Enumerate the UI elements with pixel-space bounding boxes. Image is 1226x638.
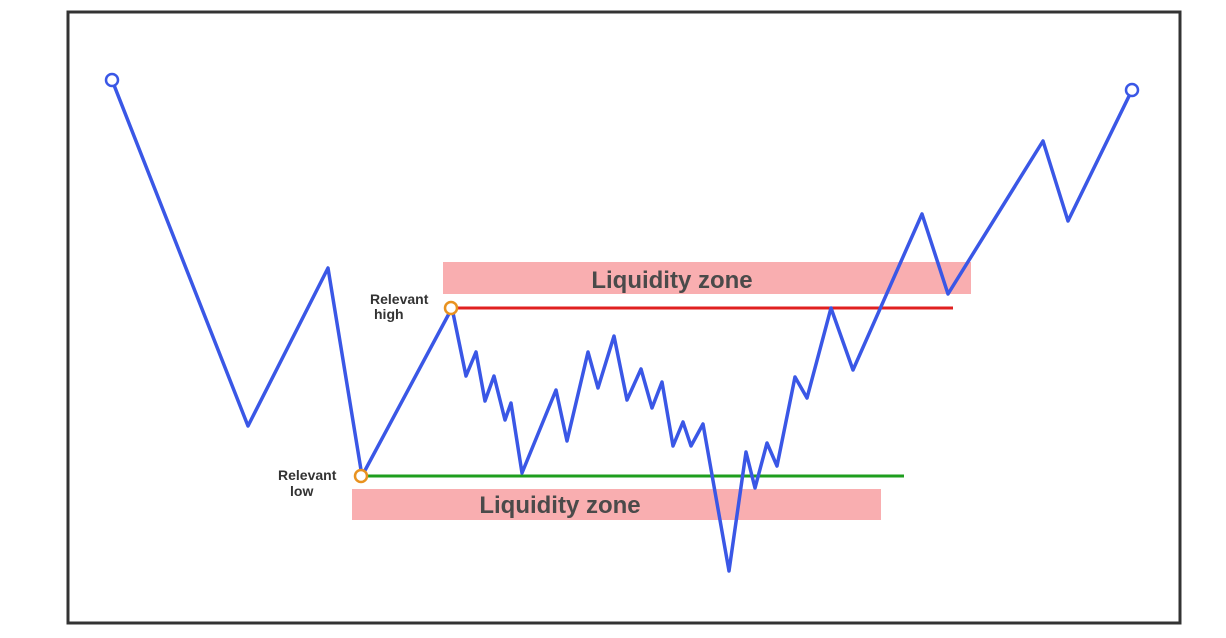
frame — [68, 12, 1180, 623]
relevant-low-marker — [355, 470, 367, 482]
relevant-high-label-line2: high — [374, 306, 404, 322]
start-point-marker — [106, 74, 118, 86]
relevant-low-label-line2: low — [290, 483, 313, 499]
end-point-marker — [1126, 84, 1138, 96]
upper-liquidity-zone-label: Liquidity zone — [591, 267, 752, 294]
relevant-low-label-line1: Relevant — [278, 467, 337, 483]
relevant-high-marker — [445, 302, 457, 314]
relevant-high-label-line1: Relevant — [370, 291, 429, 307]
lower-liquidity-zone-label: Liquidity zone — [479, 492, 640, 519]
